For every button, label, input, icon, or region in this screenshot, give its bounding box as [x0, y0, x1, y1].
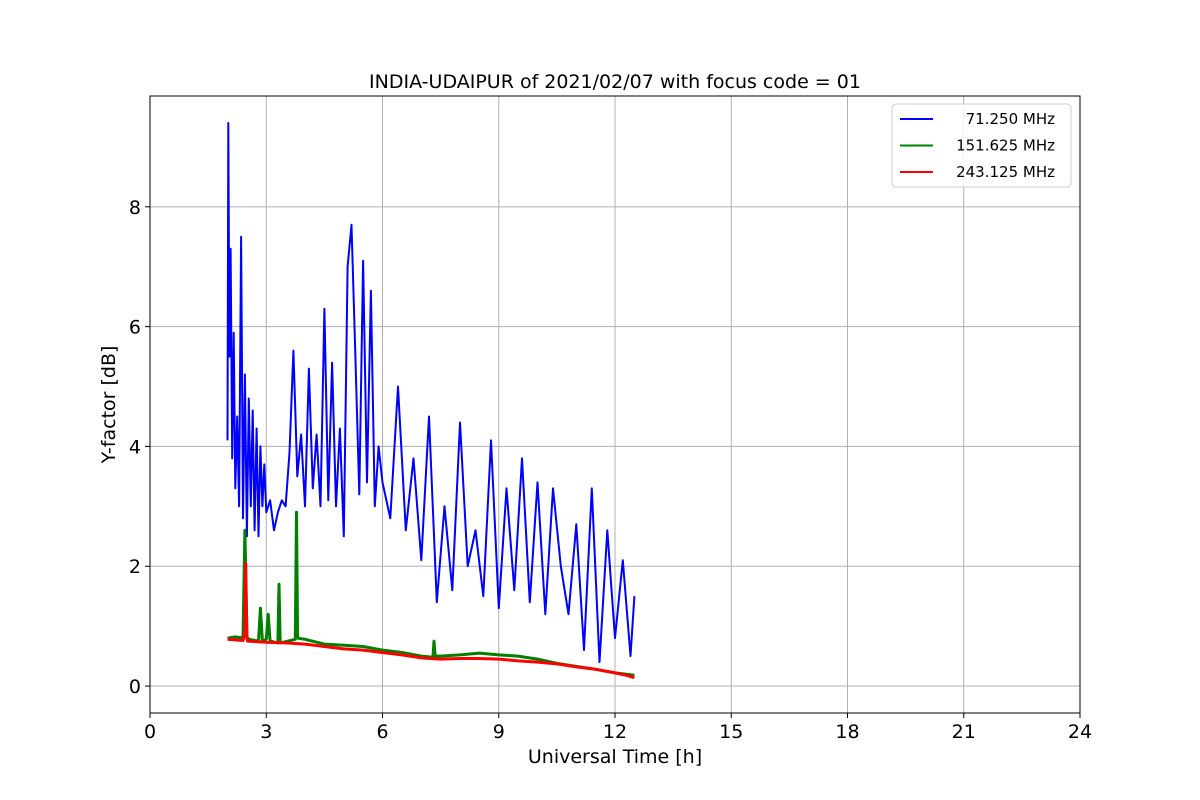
x-tick-label: 18 — [835, 721, 859, 743]
legend-label-2: 151.625 MHz — [956, 137, 1055, 155]
series-line-1 — [226, 122, 636, 664]
legend-label-3: 243.125 MHz — [956, 163, 1055, 181]
x-axis-label: Universal Time [h] — [528, 746, 702, 768]
x-tick-label: 3 — [260, 721, 272, 743]
x-tick-label: 0 — [144, 721, 156, 743]
series-line-2 — [227, 510, 635, 677]
y-tick-label: 8 — [129, 197, 141, 219]
x-axis-ticks: 0 3 6 9 12 15 18 21 24 — [144, 713, 1092, 743]
y-tick-label: 6 — [129, 317, 141, 339]
x-tick-label: 15 — [719, 721, 743, 743]
x-tick-label: 6 — [376, 721, 388, 743]
x-tick-label: 24 — [1068, 721, 1092, 743]
legend-label-1: 71.250 MHz — [966, 110, 1055, 128]
data-series — [226, 122, 636, 680]
x-tick-label: 12 — [603, 721, 627, 743]
y-tick-label: 4 — [129, 436, 141, 458]
y-tick-label: 0 — [129, 676, 141, 698]
series-line-3 — [227, 561, 635, 680]
legend: 71.250 MHz 151.625 MHz 243.125 MHz — [891, 103, 1072, 188]
x-tick-label: 9 — [493, 721, 505, 743]
y-axis-label: Y-factor [dB] — [98, 346, 120, 465]
x-tick-label: 21 — [952, 721, 976, 743]
legend-box — [891, 103, 1072, 188]
chart-title: INDIA-UDAIPUR of 2021/02/07 with focus c… — [369, 71, 861, 93]
y-axis-ticks: 0 2 4 6 8 — [129, 197, 150, 698]
y-tick-label: 2 — [129, 556, 141, 578]
